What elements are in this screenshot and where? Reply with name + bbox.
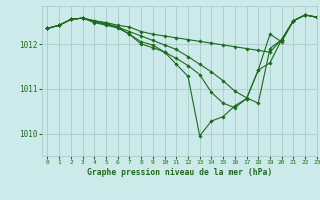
- X-axis label: Graphe pression niveau de la mer (hPa): Graphe pression niveau de la mer (hPa): [87, 168, 272, 177]
